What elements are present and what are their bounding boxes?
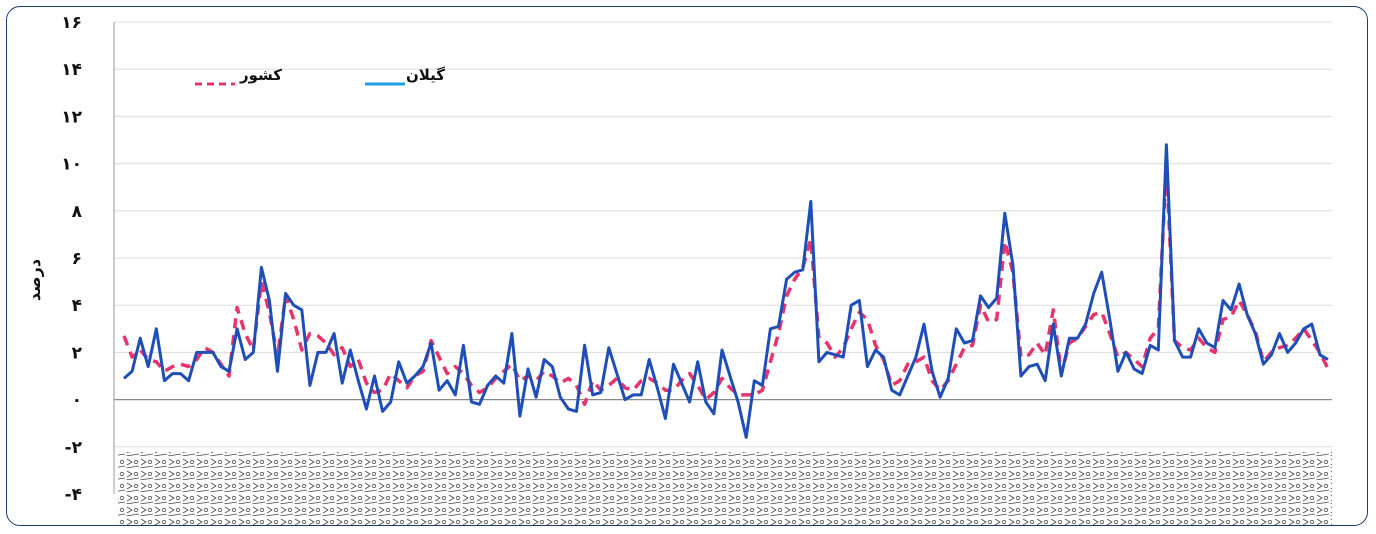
y-tick-label: ۸ (72, 202, 83, 222)
y-tick-label: ۱۰ (61, 155, 82, 175)
y-tick-labels: -۴ -۲ ۰ ۲ ۴ ۶ ۸ ۱۰ ۱۲ ۱۴ ۱۶ (61, 13, 82, 505)
y-tick-label: -۲ (65, 438, 83, 458)
series-line-country (122, 161, 1330, 407)
legend-label-country: کشور (239, 66, 282, 84)
y-tick-label: ۱۲ (61, 107, 82, 127)
y-tick-label: ۰ (72, 391, 82, 411)
series-line-gilan (123, 143, 1329, 439)
series-lines (122, 143, 1330, 439)
chart-frame (6, 6, 1368, 526)
x-axis-category-labels (118, 452, 1332, 526)
y-tick-label: ۲ (72, 343, 83, 363)
y-tick-label: ۴ (72, 296, 82, 316)
y-tick-label: ۱۴ (61, 60, 82, 80)
gridlines (114, 21, 1332, 448)
y-axis-label: درصد (25, 259, 44, 301)
legend-label-gilan: گیلان (406, 66, 445, 84)
y-tick-label: -۴ (65, 485, 82, 505)
legend: گیلان کشور (195, 66, 445, 86)
y-tick-label: ۱۶ (61, 13, 82, 33)
y-tick-label: ۶ (72, 249, 82, 269)
